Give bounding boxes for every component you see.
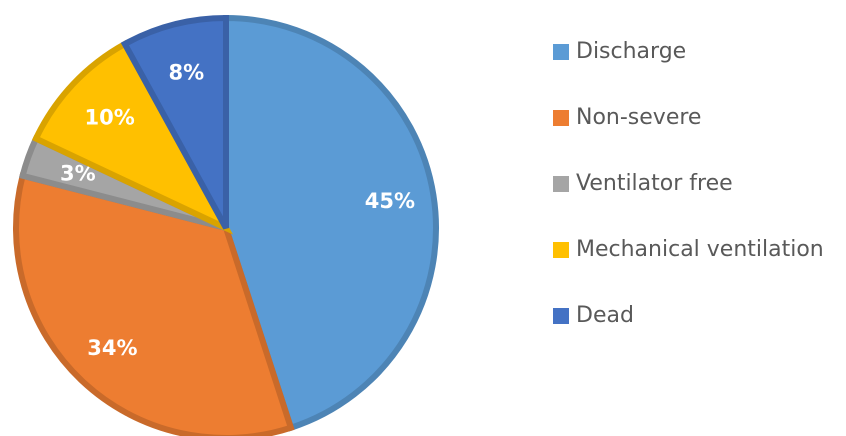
pie-slice: [31, 39, 234, 235]
legend-label: Mechanical ventilation: [576, 237, 824, 262]
legend-swatch: [553, 242, 569, 258]
legend-swatch: [553, 176, 569, 192]
legend-swatch: [553, 110, 569, 126]
legend-label: Non-severe: [576, 105, 701, 130]
pie-slice: [223, 14, 439, 432]
pie-slice: [120, 14, 229, 230]
legend-label: Discharge: [576, 39, 686, 64]
pie-slice: [13, 172, 295, 436]
data-label: 45%: [365, 189, 415, 213]
legend-label: Ventilator free: [576, 171, 733, 196]
legend-label: Dead: [576, 303, 634, 328]
data-label: 34%: [87, 336, 137, 360]
legend-swatch: [553, 44, 569, 60]
data-label: 8%: [168, 60, 204, 84]
legend-swatch: [553, 308, 569, 324]
data-label: 10%: [85, 106, 135, 130]
